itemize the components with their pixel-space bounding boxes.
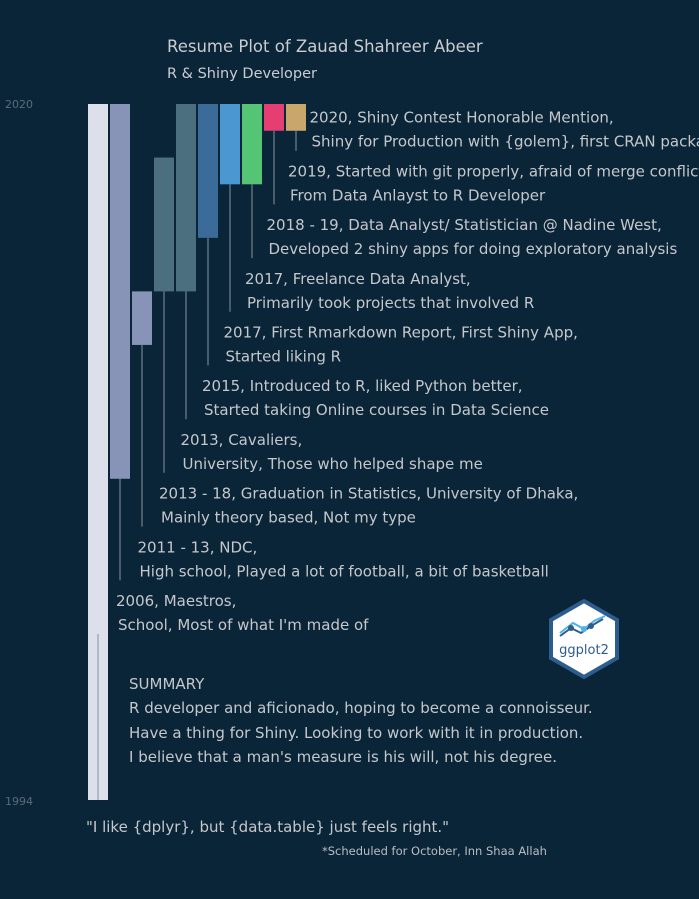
summary-line: Have a thing for Shiny. Looking to work … — [129, 724, 583, 742]
y-tick-label: 1994 — [5, 795, 33, 808]
bar-annotation: 2015, Introduced to R, liked Python bett… — [202, 377, 523, 395]
summary-heading: SUMMARY — [129, 675, 205, 693]
annotations: 2006, Maestros, School, Most of what I'm … — [116, 109, 699, 634]
bar-annotation: Started liking R — [226, 348, 342, 366]
logo-line-dark — [559, 618, 604, 637]
bar-annotation: 2017, Freelance Data Analyst, — [245, 270, 471, 288]
bar-annotation: High school, Played a lot of football, a… — [140, 562, 549, 580]
logo-point — [568, 625, 574, 631]
bar-annotation: 2018 - 19, Data Analyst/ Statistician @ … — [267, 216, 662, 234]
bar-annotation: From Data Anlayst to R Developer — [290, 186, 546, 204]
summary-line: I believe that a man's measure is his wi… — [129, 748, 557, 766]
chart-title: Resume Plot of Zauad Shahreer Abeer — [167, 37, 483, 56]
bar-annotation: 2020, Shiny Contest Honorable Mention, — [310, 109, 614, 127]
bar-annotation: 2013 - 18, Graduation in Statistics, Uni… — [159, 485, 578, 503]
interval-bar — [242, 104, 262, 185]
y-tick-label: 2020 — [5, 98, 33, 111]
interval-bars — [88, 104, 306, 800]
logo-label: ggplot2 — [559, 643, 609, 658]
bar-annotation: 2017, First Rmarkdown Report, First Shin… — [224, 324, 578, 342]
bar-annotation: 2011 - 13, NDC, — [138, 538, 258, 556]
leader-lines — [97, 130, 297, 800]
interval-bar — [286, 104, 306, 131]
interval-bar — [220, 104, 240, 185]
hex-badge — [549, 598, 619, 680]
bar-annotation: Primarily took projects that involved R — [247, 294, 534, 312]
summary-block: SUMMARY R developer and aficionado, hopi… — [129, 675, 593, 766]
footnote: *Scheduled for October, Inn Shaa Allah — [322, 844, 547, 858]
bar-annotation: School, Most of what I'm made of — [118, 616, 369, 634]
quote: "I like {dplyr}, but {data.table} just f… — [86, 818, 449, 836]
chart-subtitle: R & Shiny Developer — [167, 66, 317, 82]
interval-bar — [198, 104, 218, 238]
interval-bar — [176, 104, 196, 292]
logo-point — [581, 626, 587, 632]
bar-annotation: Started taking Online courses in Data Sc… — [204, 401, 549, 419]
bar-annotation: Developed 2 shiny apps for doing explora… — [269, 240, 678, 258]
bar-annotation: 2006, Maestros, — [116, 592, 236, 610]
bar-annotation: Mainly theory based, Not my type — [161, 509, 416, 527]
summary-line: R developer and aficionado, hoping to be… — [129, 699, 593, 717]
bar-annotation: 2013, Cavaliers, — [181, 431, 303, 449]
interval-bar — [110, 104, 130, 479]
logo-point — [588, 623, 594, 629]
bar-annotation: Shiny for Production with {golem}, first… — [312, 133, 699, 151]
interval-bar — [132, 291, 152, 345]
bar-annotation: University, Those who helped shape me — [183, 455, 483, 473]
ggplot2-logo: ggplot2 — [549, 598, 619, 680]
interval-bar — [88, 104, 108, 800]
interval-bar — [264, 104, 284, 131]
interval-bar — [154, 157, 174, 292]
bar-annotation: 2019, Started with git properly, afraid … — [288, 162, 699, 180]
